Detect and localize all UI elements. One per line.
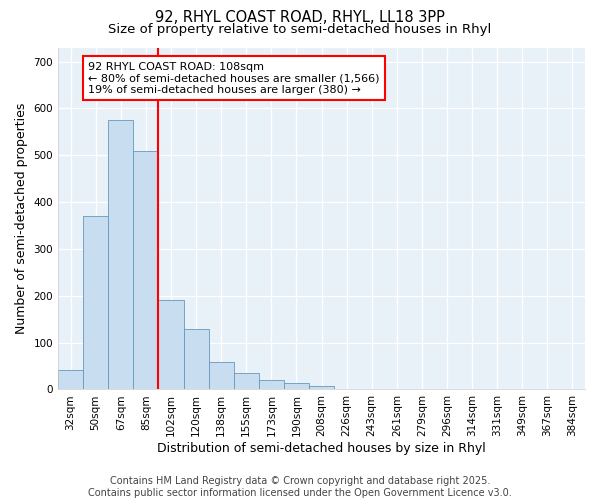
Bar	[184, 330, 209, 390]
Y-axis label: Number of semi-detached properties: Number of semi-detached properties	[15, 103, 28, 334]
X-axis label: Distribution of semi-detached houses by size in Rhyl: Distribution of semi-detached houses by …	[157, 442, 486, 455]
Text: Contains HM Land Registry data © Crown copyright and database right 2025.
Contai: Contains HM Land Registry data © Crown c…	[88, 476, 512, 498]
Bar	[284, 383, 309, 390]
Text: 92 RHYL COAST ROAD: 108sqm
← 80% of semi-detached houses are smaller (1,566)
19%: 92 RHYL COAST ROAD: 108sqm ← 80% of semi…	[88, 62, 380, 95]
Bar	[233, 373, 259, 390]
Bar	[108, 120, 133, 390]
Text: 92, RHYL COAST ROAD, RHYL, LL18 3PP: 92, RHYL COAST ROAD, RHYL, LL18 3PP	[155, 10, 445, 25]
Text: Size of property relative to semi-detached houses in Rhyl: Size of property relative to semi-detach…	[109, 22, 491, 36]
Bar	[259, 380, 284, 390]
Bar	[83, 216, 108, 390]
Bar	[209, 362, 233, 390]
Bar	[309, 386, 334, 390]
Bar	[133, 150, 158, 390]
Bar	[58, 370, 83, 390]
Bar	[158, 300, 184, 390]
